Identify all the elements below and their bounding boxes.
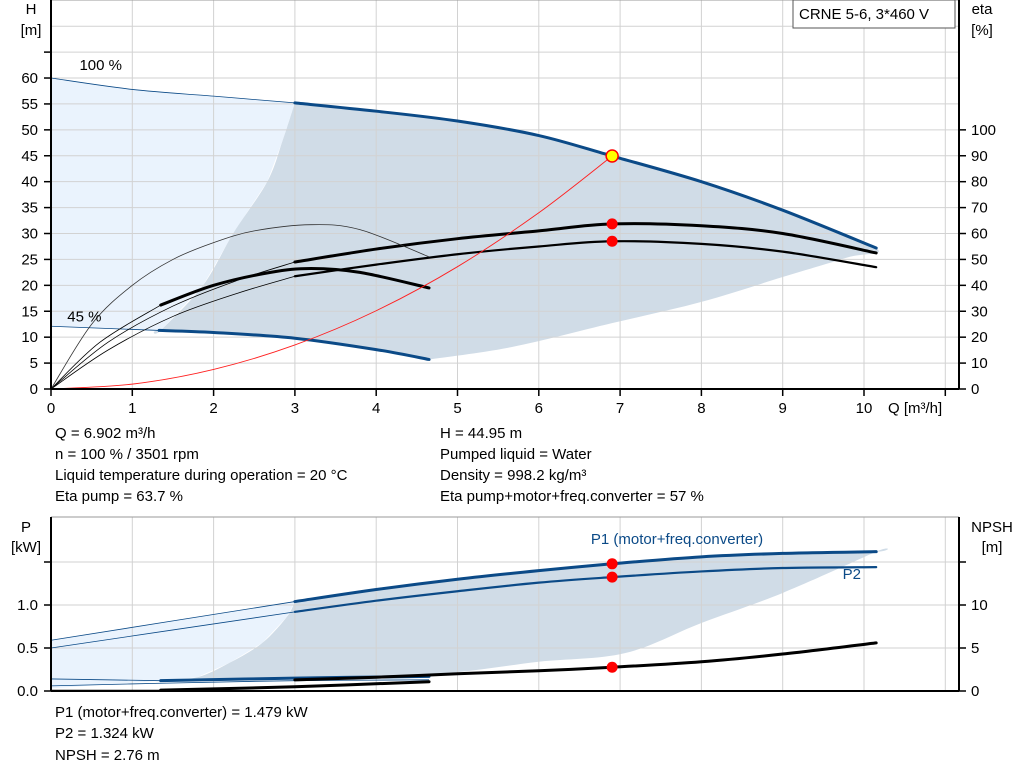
y-tick-label-left: 40 bbox=[21, 174, 38, 191]
duty-head: H = 44.95 m bbox=[440, 425, 523, 442]
series-label: P1 (motor+freq.converter) bbox=[591, 531, 763, 548]
duty-p1: P1 (motor+freq.converter) = 1.479 kW bbox=[55, 704, 308, 721]
y-tick-label-right: 40 bbox=[971, 277, 988, 294]
power-npsh-plot: 0.0 0.5 1.0 0 5 10 P [kW] NPSH [m] P1 (motor+freq.… bbox=[11, 516, 1013, 700]
operating-range-light bbox=[51, 78, 295, 331]
x-tick-label: 6 bbox=[535, 400, 543, 417]
y-tick-label-right: 10 bbox=[971, 355, 988, 372]
operating-point bbox=[606, 218, 618, 230]
y-tick-label-right: 10 bbox=[971, 597, 988, 614]
y-tick-label-left: 0.0 bbox=[17, 683, 38, 700]
series-p2-thin bbox=[50, 611, 295, 649]
series-p2_45-thin bbox=[50, 679, 430, 687]
y-tick-label-left: 1.0 bbox=[17, 597, 38, 614]
x-tick-label: 8 bbox=[697, 400, 705, 417]
y-tick-label-left: 25 bbox=[21, 251, 38, 268]
series-npsh_45 bbox=[159, 680, 431, 692]
y-tick-label-right: 90 bbox=[971, 148, 988, 165]
chart-title: CRNE 5-6, 3*460 V bbox=[799, 6, 929, 23]
series-h100 bbox=[293, 101, 878, 250]
series-p1-thin bbox=[50, 601, 295, 641]
y-tick-label-left: 10 bbox=[21, 329, 38, 346]
operating-range-light bbox=[51, 601, 295, 689]
speed-label: 100 % bbox=[79, 57, 122, 74]
duty-density: Density = 998.2 kg/m³ bbox=[440, 467, 587, 484]
y-tick-label-right: 5 bbox=[971, 640, 979, 657]
y-tick-label-right: 80 bbox=[971, 174, 988, 191]
y-tick-label-left: 50 bbox=[21, 122, 38, 139]
duty-eta-total: Eta pump+motor+freq.converter = 57 % bbox=[440, 488, 704, 505]
y-tick-label-left: 45 bbox=[21, 148, 38, 165]
y-axis-label-left: P bbox=[21, 519, 31, 536]
duty-npsh: NPSH = 2.76 m bbox=[55, 747, 160, 764]
y-tick-label-right: 0 bbox=[971, 381, 979, 398]
duty-p2: P2 = 1.324 kW bbox=[55, 725, 154, 742]
duty-liquid-temp: Liquid temperature during operation = 20… bbox=[55, 467, 348, 484]
series-eta_45-thin bbox=[50, 304, 161, 390]
y-tick-label-left: 35 bbox=[21, 200, 38, 217]
y-tick-label-left: 20 bbox=[21, 277, 38, 294]
series-h100-thin bbox=[50, 77, 295, 104]
y-tick-label-right: 0 bbox=[971, 683, 979, 700]
series-system-thin bbox=[50, 155, 613, 390]
y-tick-label-left: 0 bbox=[30, 381, 38, 398]
x-tick-label: 7 bbox=[616, 400, 624, 417]
series-label: P2 bbox=[843, 566, 861, 583]
series-npsh bbox=[293, 641, 878, 682]
operating-point bbox=[606, 235, 618, 247]
x-tick-label: 2 bbox=[209, 400, 217, 417]
operating-point bbox=[605, 149, 619, 163]
duty-q: Q = 6.902 m³/h bbox=[55, 425, 156, 442]
y-axis-label-right-unit: [%] bbox=[971, 22, 993, 39]
title-box bbox=[792, 0, 956, 29]
series-eta_total-thin bbox=[50, 275, 296, 390]
y-tick-label-left: 15 bbox=[21, 303, 38, 320]
series-h45 bbox=[157, 328, 431, 361]
speed-label: 45 % bbox=[67, 309, 101, 326]
x-tick-label: 4 bbox=[372, 400, 380, 417]
y-tick-label-left: 30 bbox=[21, 226, 38, 243]
y-axis-label-left: H bbox=[26, 1, 37, 18]
series-eta_45 bbox=[159, 266, 431, 307]
y-tick-label-right: 100 bbox=[971, 122, 996, 139]
operating-point bbox=[606, 661, 618, 673]
y-axis-label-left-unit: [kW] bbox=[11, 539, 41, 556]
y-tick-label-left: 60 bbox=[21, 70, 38, 87]
y-tick-label-right: 70 bbox=[971, 200, 988, 217]
operating-point bbox=[606, 558, 618, 570]
series-p2 bbox=[293, 566, 878, 613]
y-tick-label-right: 60 bbox=[971, 226, 988, 243]
y-axis-label-left-unit: [m] bbox=[21, 22, 42, 39]
x-tick-label: 0 bbox=[47, 400, 55, 417]
series-eta_45_ext-thin bbox=[50, 224, 430, 390]
duty-eta-pump: Eta pump = 63.7 % bbox=[55, 488, 183, 505]
y-axis-label-right: NPSH bbox=[971, 519, 1013, 536]
y-tick-label-right: 20 bbox=[971, 329, 988, 346]
series-p1 bbox=[293, 550, 878, 604]
y-tick-label-left: 5 bbox=[30, 355, 38, 372]
x-tick-label: 5 bbox=[453, 400, 461, 417]
series-h45-thin bbox=[50, 325, 160, 331]
series-eta_total bbox=[293, 240, 878, 278]
operating-point bbox=[606, 571, 618, 583]
head-efficiency-plot: 0510152025303540455055600102030405060708… bbox=[21, 0, 996, 417]
y-tick-label-left: 55 bbox=[21, 96, 38, 113]
x-axis-label: Q [m³/h] bbox=[888, 400, 942, 417]
series-eta_pump bbox=[293, 222, 878, 264]
duty-liquid: Pumped liquid = Water bbox=[440, 446, 592, 463]
y-axis-label-right-unit: [m] bbox=[982, 539, 1003, 556]
x-tick-label: 10 bbox=[856, 400, 873, 417]
x-tick-label: 9 bbox=[779, 400, 787, 417]
x-tick-label: 1 bbox=[128, 400, 136, 417]
series-p1_45-thin bbox=[50, 678, 161, 682]
y-tick-label-left: 0.5 bbox=[17, 640, 38, 657]
y-tick-label-right: 50 bbox=[971, 251, 988, 268]
y-tick-label-right: 30 bbox=[971, 303, 988, 320]
x-tick-label: 3 bbox=[291, 400, 299, 417]
duty-speed: n = 100 % / 3501 rpm bbox=[55, 446, 199, 463]
y-axis-label-right: eta bbox=[972, 1, 994, 18]
